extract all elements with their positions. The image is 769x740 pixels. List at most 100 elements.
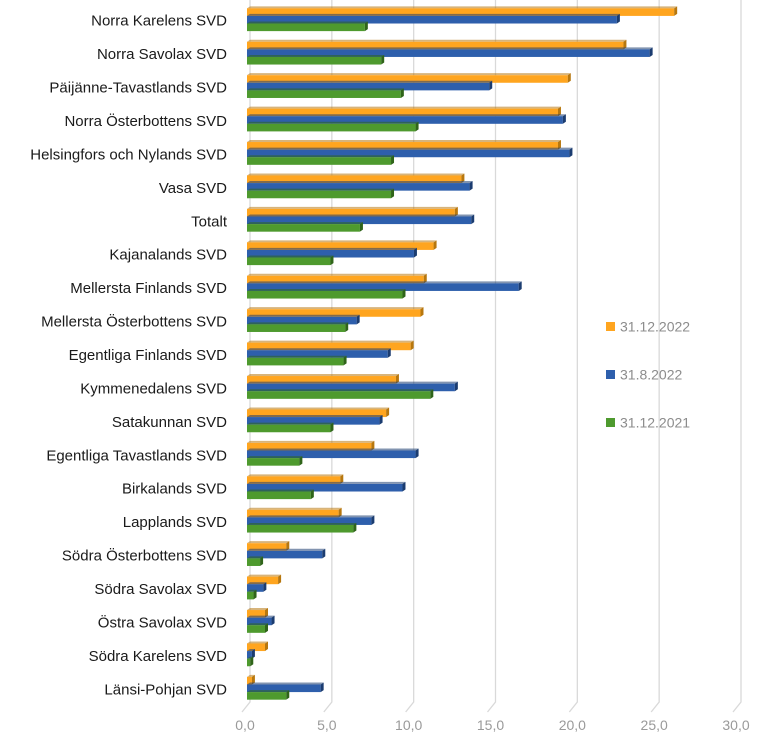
bar [247, 615, 275, 626]
bar [247, 147, 573, 158]
bar [247, 589, 257, 600]
legend-item: 31.8.2022 [606, 367, 682, 383]
bar [247, 106, 561, 117]
bar [247, 381, 458, 392]
category-label: Norra Karelens SVD [91, 13, 227, 30]
category-label: Totalt [191, 213, 228, 230]
bar [247, 155, 395, 165]
gridline [486, 0, 497, 713]
bar [247, 188, 395, 199]
bar [247, 314, 360, 325]
bar [247, 307, 424, 317]
bar [247, 656, 254, 667]
category-label: Länsi-Pohjan SVD [104, 681, 227, 698]
category-label: Lapplands SVD [123, 514, 227, 531]
bar [247, 690, 290, 700]
category-label: Södra Karelens SVD [89, 648, 228, 665]
bar [247, 39, 627, 50]
x-tick-label: 25,0 [641, 717, 668, 733]
bar [247, 247, 417, 258]
bar [247, 73, 571, 83]
category-label: Södra Savolax SVD [94, 581, 227, 598]
bar [247, 88, 404, 98]
bar [247, 6, 678, 16]
category-label: Mellersta Österbottens SVD [41, 313, 227, 331]
gridline [650, 0, 660, 713]
bar [247, 574, 282, 585]
bar [247, 474, 344, 484]
gridline [732, 0, 742, 713]
bar [247, 674, 255, 685]
legend-label: 31.12.2022 [620, 319, 690, 335]
legend-label: 31.8.2022 [620, 367, 682, 383]
legend-swatch [606, 418, 615, 427]
legend-swatch [606, 370, 615, 379]
bar [247, 548, 326, 559]
gridline [241, 0, 251, 713]
legend: 31.12.2022 31.8.2022 31.12.2021 [606, 319, 690, 431]
x-axis-tick-labels: 0,0 5,0 10,0 15,0 20,0 25,0 30,0 [235, 717, 750, 733]
bar [247, 415, 383, 425]
x-tick-label: 30,0 [722, 717, 749, 733]
category-label: Norra Savolax SVD [97, 46, 227, 63]
bar [247, 682, 324, 693]
bar [247, 240, 437, 250]
bar [247, 582, 267, 592]
x-tick-label: 20,0 [559, 717, 586, 733]
bar [247, 114, 566, 124]
bar [247, 407, 390, 418]
bar [247, 173, 465, 184]
legend-swatch [606, 322, 615, 331]
bar [247, 355, 347, 366]
bar [247, 281, 522, 291]
category-label: Egentliga Finlands SVD [69, 347, 228, 364]
bar [247, 422, 334, 433]
bars [247, 6, 678, 700]
bar [247, 389, 434, 399]
bar [247, 522, 357, 533]
category-label: Kajanalands SVD [109, 247, 227, 264]
bar [247, 507, 342, 518]
category-label: Norra Österbottens SVD [64, 112, 227, 130]
bar [247, 255, 334, 266]
category-label: Södra Österbottens SVD [62, 547, 227, 565]
category-label: Helsingfors och Nylands SVD [30, 146, 227, 163]
gridline [405, 0, 415, 713]
bar [247, 649, 255, 659]
bar [247, 541, 290, 551]
bar [247, 181, 473, 191]
bar [247, 21, 368, 32]
category-label: Vasa SVD [159, 180, 227, 197]
legend-label: 31.12.2021 [620, 415, 690, 431]
bar [247, 481, 406, 492]
category-labels: Norra Karelens SVD Norra Savolax SVD Päijä… [30, 13, 228, 699]
bar [247, 121, 419, 132]
bar [247, 140, 561, 150]
legend-item: 31.12.2021 [606, 415, 690, 431]
category-label: Egentliga Tavastlands SVD [46, 447, 227, 464]
x-tick-label: 0,0 [235, 717, 255, 733]
category-label: Kymmenedalens SVD [80, 380, 227, 397]
bar [247, 340, 414, 351]
bar [247, 322, 349, 332]
bar [247, 556, 264, 566]
bar [247, 641, 269, 652]
bar [247, 448, 419, 459]
category-label: Päijänne-Tavastlands SVD [49, 80, 227, 97]
category-label: Mellersta Finlands SVD [70, 280, 227, 297]
legend-item: 31.12.2022 [606, 319, 690, 335]
bar [247, 206, 458, 217]
bar [247, 214, 475, 225]
x-tick-label: 10,0 [395, 717, 422, 733]
category-label: Östra Savolax SVD [98, 613, 227, 631]
bar [247, 288, 406, 299]
bar [247, 348, 391, 358]
bar [247, 374, 399, 384]
category-label: Satakunnan SVD [112, 414, 227, 431]
bar [247, 623, 269, 633]
x-tick-label: 5,0 [317, 717, 337, 733]
bar [247, 273, 427, 284]
bar [247, 222, 363, 232]
gridline [568, 0, 578, 713]
